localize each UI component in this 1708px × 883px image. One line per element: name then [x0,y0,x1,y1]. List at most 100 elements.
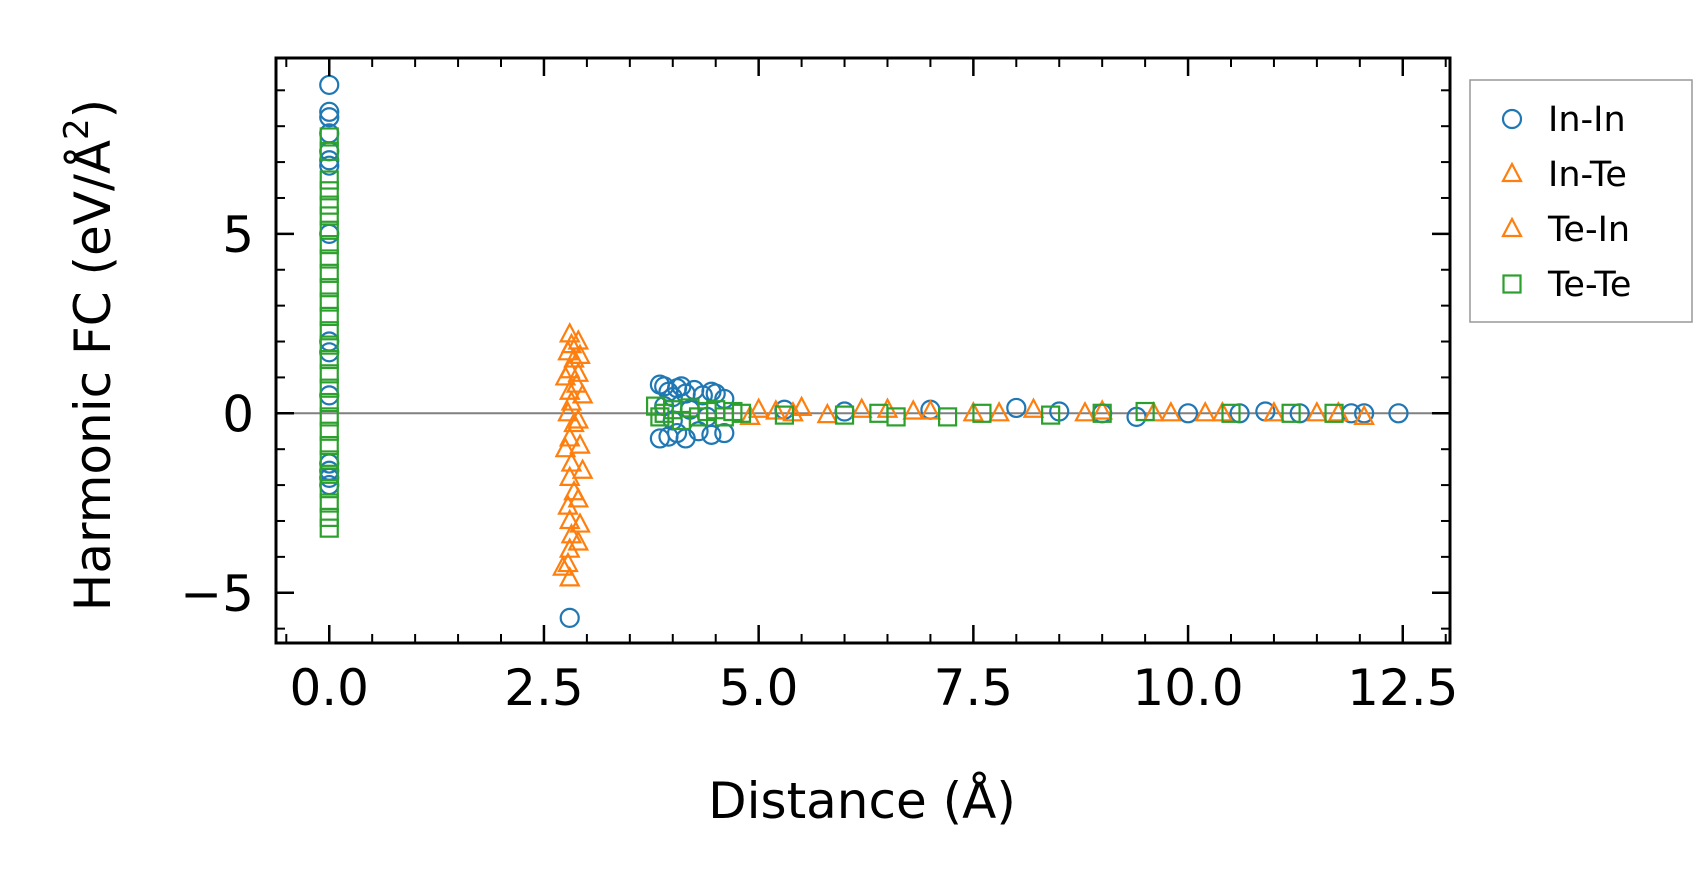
point-te-te [1281,403,1301,423]
y-axis-label: Harmonic FC (eV/Å2) [57,99,122,611]
point-te-in [569,343,591,364]
x-tick-label: 0.0 [289,659,369,717]
point-in-te [1306,400,1328,422]
point-in-in [1388,403,1409,424]
data-points-layer [319,74,1409,628]
legend-box [1469,79,1693,323]
legend-label-in-in: In-In [1548,100,1626,140]
point-in-in [319,107,340,128]
point-te-te [319,278,339,298]
x-tick-label: 2.5 [504,659,584,717]
point-te-in [739,404,761,425]
point-te-te [319,349,339,370]
y-tick-label: −5 [180,565,254,623]
point-te-in [816,402,839,424]
point-te-te [319,292,339,312]
point-in-te [563,411,585,433]
point-te-te [972,403,992,423]
point-in-in [559,607,580,628]
point-te-te [319,321,339,341]
point-te-te [319,450,339,470]
point-in-in [1354,403,1375,424]
point-in-in [319,385,340,406]
point-in-te [850,397,873,418]
point-te-in [1194,400,1217,422]
point-te-in [1074,400,1096,422]
point-te-te [319,392,339,413]
x-tick-label: 12.5 [1347,659,1458,717]
x-tick-label: 7.5 [934,659,1014,717]
point-te-te [319,436,339,456]
point-te-te [319,235,339,255]
point-in-in [319,101,340,122]
point-te-te [319,170,339,190]
point-in-te [1022,397,1045,418]
x-tick-label: 10.0 [1132,659,1243,717]
point-in-te [554,365,577,386]
legend-marker-te-te [1502,274,1522,294]
point-te-in [1353,404,1375,425]
point-in-in [1177,403,1199,424]
point-te-in [567,408,590,429]
point-te-te [319,407,339,427]
point-te-te [319,181,339,201]
legend-marker-in-in [1501,108,1523,130]
series-in-te [554,321,1328,587]
point-te-te [834,405,855,425]
point-te-in [552,555,574,576]
x-axis-label: Distance (Å) [708,772,1016,830]
y-tick-label: 0 [222,385,254,443]
point-in-in [319,342,340,363]
point-in-te [558,566,581,587]
point-te-te [319,206,339,226]
point-te-te [774,405,795,425]
point-te-te [1092,403,1112,423]
point-te-te [886,407,906,427]
point-te-te [319,141,339,161]
point-te-in [567,361,590,382]
point-te-te [319,335,339,355]
point-te-in [569,512,591,533]
axis-ticks-layer: 0.0 2.5 5.0 7.5 10.0 12.5 −5 0 5 [180,58,1458,717]
point-in-in [319,331,340,352]
point-te-te [319,464,339,484]
y-tick-label: 5 [222,206,254,264]
point-te-te [731,403,752,423]
legend-label-te-te: Te-Te [1547,265,1631,305]
point-in-te [747,397,770,418]
legend: In-In In-Te Te-In Te-Te [1469,79,1693,323]
point-te-te [319,364,339,384]
point-te-in [567,530,590,551]
point-te-te [319,263,339,283]
point-te-in [569,433,591,454]
point-in-in [834,401,855,422]
point-in-te [790,395,813,417]
point-te-te [319,249,339,269]
series-te-te [319,127,1344,538]
point-in-te [1091,399,1114,420]
point-te-te [319,127,339,147]
legend-marker-in-te [1501,161,1523,183]
point-in-in [319,155,340,176]
point-in-te [558,321,581,343]
legend-label-in-te: In-Te [1548,155,1627,195]
point-te-in [902,399,925,420]
point-in-in [688,421,709,442]
point-te-te [1221,403,1241,423]
point-in-in [319,223,340,244]
point-te-in [571,458,594,479]
point-te-te [1041,405,1061,425]
point-in-te [919,399,942,420]
legend-label-te-in: Te-In [1547,210,1630,250]
point-te-te [1324,403,1344,423]
series-te-in [552,329,1375,576]
point-te-te [650,407,670,427]
point-in-te [557,400,579,422]
point-te-te [319,493,339,513]
point-in-in [1006,397,1027,419]
point-in-in [714,422,735,444]
point-te-te [319,479,339,499]
point-te-te [937,407,958,427]
series-in-in [319,74,1409,628]
